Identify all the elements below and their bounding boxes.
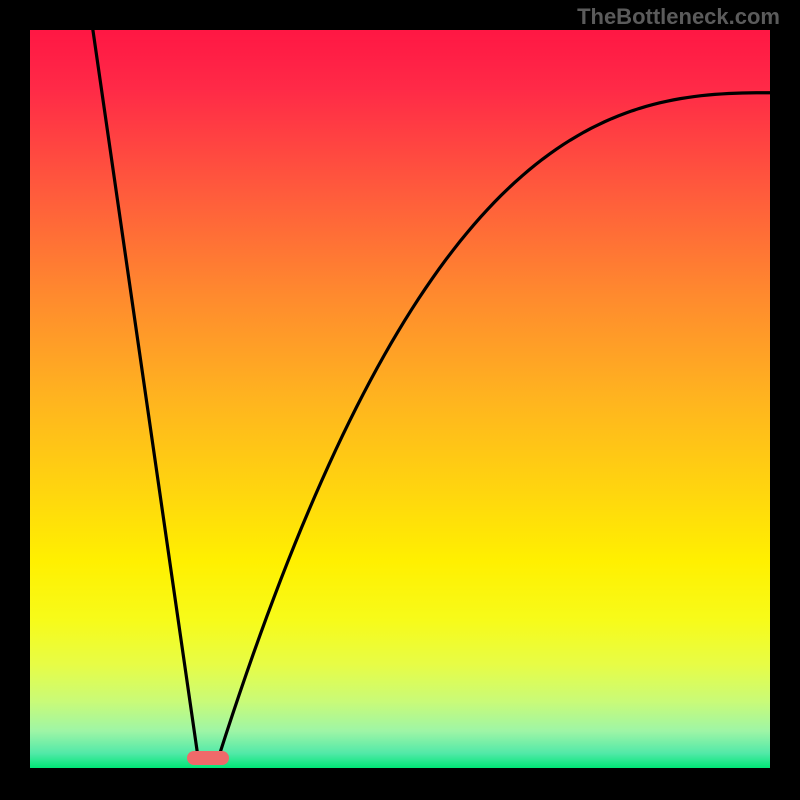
curve-path xyxy=(93,30,770,757)
chart-curve-layer xyxy=(30,30,770,768)
minimum-marker xyxy=(187,751,229,765)
chart-plot-area xyxy=(30,30,770,768)
watermark-text: TheBottleneck.com xyxy=(577,4,780,30)
